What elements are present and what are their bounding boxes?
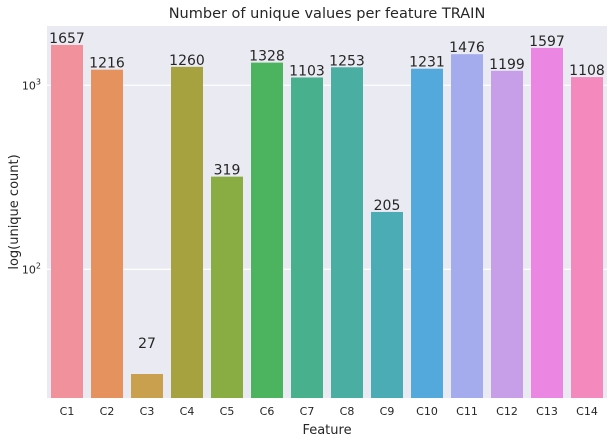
data-label: 1260 (169, 53, 205, 69)
data-label: 1103 (289, 63, 325, 79)
x-tick-label: C3 (140, 405, 155, 418)
data-label: 1108 (569, 63, 605, 79)
data-label: 1253 (329, 53, 365, 69)
x-tick-label: C13 (536, 405, 558, 418)
bar-c14 (571, 77, 603, 398)
x-tick-label: C7 (300, 405, 315, 418)
bar-c13 (531, 47, 563, 398)
y-tick-labels: 102 103 (22, 77, 41, 276)
x-tick-label: C4 (180, 405, 195, 418)
x-tick-labels: C1 C2 C3 C4 C5 C6 C7 C8 C9 C10 C11 C12 C13 C14 (60, 405, 598, 418)
data-label: 1476 (449, 40, 485, 56)
bar-c9 (371, 211, 403, 398)
x-tick-label: C10 (416, 405, 438, 418)
bar-c1 (51, 44, 83, 398)
x-tick-label: C12 (496, 405, 518, 418)
bar-c2 (91, 69, 123, 398)
x-tick-label: C9 (380, 405, 395, 418)
x-tick-label: C2 (100, 405, 115, 418)
bar-c5 (211, 176, 243, 398)
x-tick-label: C5 (220, 405, 235, 418)
y-tick-label: 103 (22, 77, 41, 92)
bar-c7 (291, 77, 323, 399)
x-axis-label: Feature (302, 423, 351, 438)
data-label: 1328 (249, 49, 285, 65)
data-label: 1657 (49, 31, 85, 47)
bar-c4 (171, 66, 203, 399)
x-tick-label: C1 (60, 405, 75, 418)
y-tick-label: 102 (22, 261, 41, 276)
bar-c6 (251, 62, 283, 398)
y-axis-label: log(unique count) (7, 154, 22, 269)
data-label: 319 (214, 163, 241, 179)
bar-c8 (331, 67, 363, 398)
bar-c11 (451, 54, 483, 399)
bars (51, 44, 603, 399)
bar-c12 (491, 70, 523, 399)
chart-title: Number of unique values per feature TRAI… (169, 6, 486, 22)
data-label: 1199 (489, 57, 525, 73)
data-label: 1231 (409, 55, 445, 71)
x-tick-label: C14 (576, 405, 598, 418)
data-label: 1597 (529, 34, 565, 50)
bar-c3 (131, 374, 163, 398)
bar-c10 (411, 68, 443, 399)
data-label: 1216 (89, 56, 125, 72)
x-tick-label: C6 (260, 405, 275, 418)
x-tick-label: C11 (456, 405, 478, 418)
data-label: 205 (374, 198, 401, 214)
x-tick-label: C8 (340, 405, 355, 418)
data-label: 27 (138, 336, 156, 352)
